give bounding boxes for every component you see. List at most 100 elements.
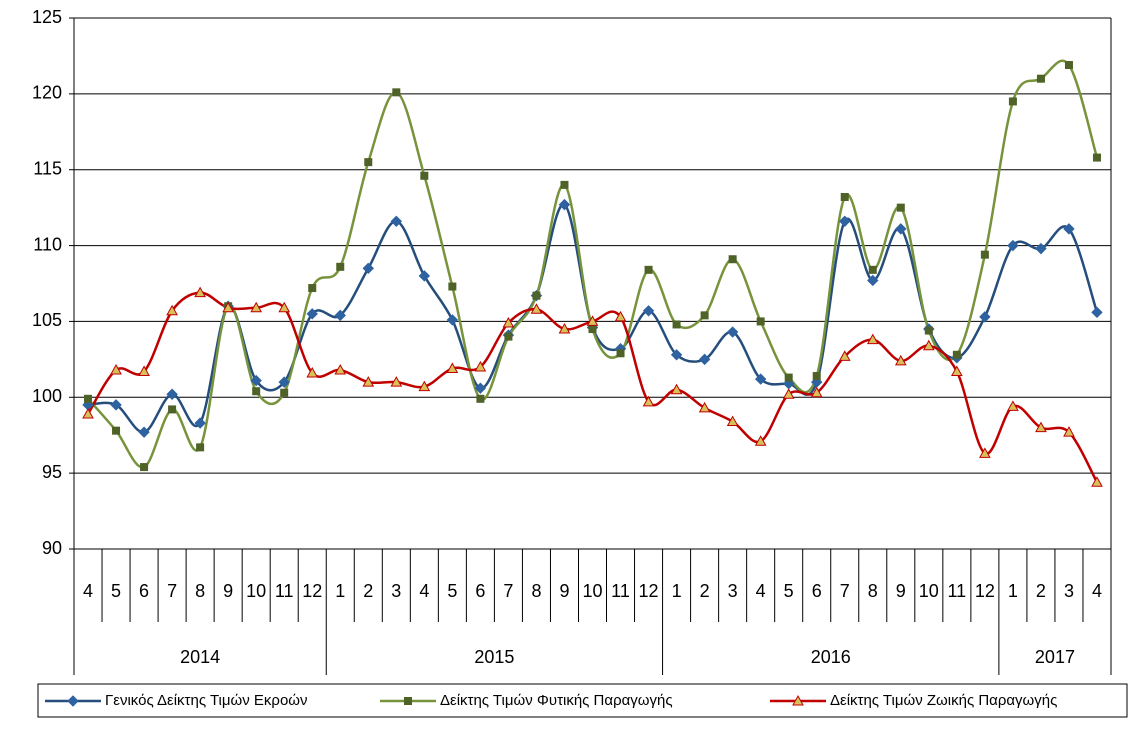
- point: [1007, 239, 1019, 252]
- x-tick-label: 5: [111, 581, 121, 601]
- x-tick-label: 6: [475, 581, 485, 601]
- point: [138, 365, 150, 376]
- x-tick-label: 12: [302, 581, 322, 601]
- x-tick-label: 1: [1008, 581, 1018, 601]
- x-tick-label: 11: [275, 581, 294, 601]
- point: [418, 270, 431, 282]
- point: [979, 311, 991, 323]
- point: [222, 301, 234, 313]
- x-tick-label: 7: [503, 581, 513, 601]
- point: [980, 250, 989, 259]
- point: [726, 326, 739, 338]
- point: [728, 255, 737, 264]
- point: [839, 215, 851, 228]
- x-tick-label: 12: [975, 581, 995, 601]
- year-label: 2014: [180, 647, 220, 667]
- x-tick-label: 10: [582, 581, 602, 601]
- point: [138, 426, 150, 438]
- point: [952, 350, 961, 359]
- x-tick-label: 9: [896, 581, 906, 601]
- point: [614, 310, 627, 322]
- point: [642, 395, 655, 407]
- x-tick-label: 3: [1064, 581, 1074, 601]
- point: [112, 426, 121, 435]
- point: [306, 366, 319, 378]
- point: [364, 158, 373, 167]
- point: [362, 376, 375, 387]
- point: [700, 311, 709, 320]
- point: [951, 365, 963, 376]
- point: [642, 305, 655, 317]
- x-tick-label: 6: [812, 581, 822, 601]
- point: [446, 362, 459, 373]
- point: [530, 303, 543, 314]
- point: [670, 349, 683, 361]
- point: [726, 415, 739, 427]
- x-tick-label: 1: [672, 581, 682, 601]
- point: [474, 360, 487, 372]
- point: [110, 399, 122, 411]
- year-label: 2017: [1035, 647, 1075, 667]
- x-tick-label: 8: [868, 581, 878, 601]
- point: [168, 405, 177, 414]
- point: [306, 308, 318, 320]
- x-tick-label: 1: [335, 581, 345, 601]
- point: [502, 316, 515, 328]
- point: [924, 326, 933, 335]
- x-tick-label: 4: [419, 581, 429, 601]
- legend-marker: [404, 697, 412, 705]
- point: [362, 262, 374, 275]
- point: [252, 387, 261, 396]
- series-line: [87, 59, 1099, 469]
- year-label: 2016: [811, 647, 851, 667]
- point: [1035, 242, 1047, 255]
- x-tick-label: 2: [700, 581, 710, 601]
- point: [588, 325, 597, 334]
- point: [894, 354, 907, 366]
- x-tick-label: 8: [195, 581, 205, 601]
- point: [280, 388, 289, 397]
- x-tick-label: 9: [223, 581, 233, 601]
- point: [334, 363, 347, 375]
- x-tick-label: 2: [1036, 581, 1046, 601]
- point: [84, 394, 93, 403]
- point: [840, 193, 849, 202]
- point: [756, 317, 765, 326]
- point: [392, 88, 401, 97]
- point: [1091, 306, 1103, 319]
- legend-label: Γενικός Δείκτης Τιμών Εκροών: [105, 692, 308, 709]
- point: [474, 382, 487, 394]
- point: [504, 332, 513, 341]
- point: [1063, 426, 1075, 437]
- point: [166, 304, 178, 316]
- point: [784, 373, 793, 382]
- x-tick-label: 8: [531, 581, 541, 601]
- point: [1036, 74, 1045, 83]
- point: [754, 373, 767, 385]
- x-tick-label: 7: [840, 581, 850, 601]
- x-tick-label: 10: [919, 581, 939, 601]
- point: [782, 388, 795, 399]
- point: [838, 350, 851, 361]
- point: [446, 314, 459, 326]
- point: [390, 215, 403, 228]
- legend-label: Δείκτης Τιμών Ζωικής Παραγωγής: [830, 692, 1057, 709]
- point: [1091, 476, 1103, 487]
- y-tick-label: 120: [32, 83, 62, 103]
- x-tick-label: 4: [756, 581, 766, 601]
- x-tick-label: 11: [611, 581, 630, 601]
- year-label: 2015: [474, 647, 514, 667]
- point: [867, 274, 879, 287]
- point: [390, 376, 403, 387]
- point: [250, 374, 262, 387]
- point: [308, 284, 317, 293]
- point: [922, 339, 935, 351]
- point: [558, 198, 571, 211]
- point: [250, 301, 263, 313]
- y-tick-label: 110: [33, 234, 62, 254]
- point: [140, 463, 149, 472]
- point: [334, 309, 346, 322]
- point: [418, 380, 431, 392]
- y-tick-label: 125: [32, 7, 62, 27]
